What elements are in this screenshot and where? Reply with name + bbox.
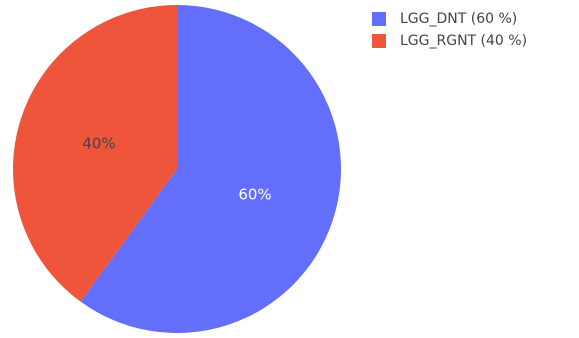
legend-swatch <box>372 34 386 48</box>
slice-percent-label: 40% <box>82 135 115 153</box>
legend[interactable]: LGG_DNT (60 %) LGG_RGNT (40 %) <box>372 11 527 49</box>
pie-slice-labels: 60% 40% <box>82 135 271 204</box>
pie-slice-lgg-rgnt[interactable] <box>12 5 178 302</box>
legend-item-lgg-rgnt[interactable]: LGG_RGNT (40 %) <box>372 33 527 49</box>
pie-slice-lgg-dnt[interactable] <box>80 5 341 333</box>
legend-label: LGG_RGNT (40 %) <box>400 33 527 49</box>
legend-item-lgg-dnt[interactable]: LGG_DNT (60 %) <box>372 11 517 27</box>
legend-swatch <box>372 12 386 26</box>
pie-slices <box>12 5 341 333</box>
legend-label: LGG_DNT (60 %) <box>400 11 517 27</box>
slice-percent-label: 60% <box>238 185 271 203</box>
